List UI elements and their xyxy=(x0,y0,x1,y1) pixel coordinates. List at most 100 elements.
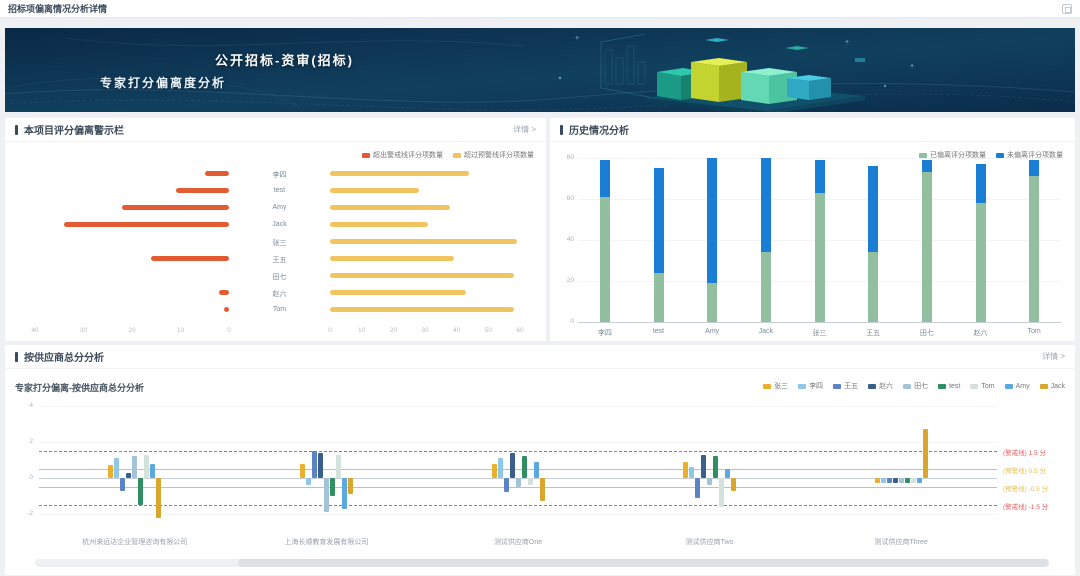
legend-item[interactable]: 超过预警线评分项数量 xyxy=(453,150,534,160)
x-axis-label: 李四 xyxy=(597,330,612,337)
grid-line xyxy=(578,322,1061,323)
row-label: Jack xyxy=(272,221,287,228)
legend-item[interactable]: 已偏离评分项数量 xyxy=(919,150,986,160)
row-label: test xyxy=(273,187,286,194)
warning-detail-link[interactable]: 详情 > xyxy=(513,125,536,134)
svg-text:+: + xyxy=(575,35,579,42)
grouped-bar xyxy=(108,465,114,478)
grid-line xyxy=(39,514,997,515)
x-axis-tick: 10 xyxy=(358,327,366,334)
threshold-label: (预警线) 0.5 分 xyxy=(1003,468,1046,475)
right-bar xyxy=(330,205,451,210)
datazoom-track[interactable] xyxy=(35,559,1049,567)
grouped-bar xyxy=(695,478,701,498)
legend-label: 赵六 xyxy=(879,383,894,390)
legend-item[interactable]: Amy xyxy=(1004,383,1030,390)
legend-item[interactable]: 李四 xyxy=(798,381,823,391)
threshold-label: (警戒线) 1.5 分 xyxy=(1003,450,1046,457)
legend-item[interactable]: 田七 xyxy=(903,381,928,391)
legend-swatch xyxy=(1039,383,1048,389)
stacked-bar-segment xyxy=(975,203,986,322)
grouped-bar xyxy=(916,478,922,484)
right-bar xyxy=(330,239,517,244)
row-label: 王五 xyxy=(272,257,287,264)
legend-swatch xyxy=(938,383,947,389)
legend-label: Tom xyxy=(981,382,995,390)
stacked-bar-segment xyxy=(653,168,664,273)
right-bar xyxy=(330,290,467,295)
row-label: 张三 xyxy=(272,240,287,247)
grid-line xyxy=(39,442,997,443)
legend-item[interactable]: 张三 xyxy=(763,381,788,391)
legend-item[interactable]: 王五 xyxy=(833,381,858,391)
stacked-bar-segment xyxy=(921,172,932,322)
threshold-line xyxy=(39,451,997,452)
grouped-bar xyxy=(515,478,521,487)
x-axis-tick: 50 xyxy=(484,327,492,334)
threshold-line xyxy=(39,487,997,488)
legend-swatch xyxy=(763,383,772,389)
grouped-bar xyxy=(904,478,910,484)
y-axis-tick: 40 xyxy=(566,236,574,243)
legend-swatch xyxy=(453,152,461,158)
y-axis-tick: 4 xyxy=(29,402,33,409)
grouped-bar xyxy=(892,478,898,484)
legend-label: 田七 xyxy=(914,383,929,390)
datazoom-thumb[interactable] xyxy=(237,559,1049,567)
x-axis-label: 测试供应商One xyxy=(493,539,543,546)
x-axis-label: 杭州来远达企业管理咨询有限公司 xyxy=(82,539,188,546)
threshold-label: (警戒线) -1.5 分 xyxy=(1003,504,1049,511)
grouped-bar xyxy=(323,478,329,513)
legend-label: test xyxy=(949,382,961,390)
grouped-bar xyxy=(305,478,311,486)
x-axis-tick: 0 xyxy=(227,327,231,334)
panel-history: 历史情况分析 已偏离评分项数量 未偏离评分项数量 80 60 40 20 0 李四 test A… xyxy=(550,118,1075,341)
legend-item[interactable]: 未偏离评分项数量 xyxy=(996,150,1063,160)
supplier-detail-link[interactable]: 详情 > xyxy=(1042,352,1065,361)
legend-item[interactable]: Tom xyxy=(970,382,995,390)
banner: + + + 公开招标-资审(招标) 专家打分偏离度分析 xyxy=(5,28,1075,112)
left-bar xyxy=(219,290,229,295)
grouped-bar xyxy=(114,458,120,478)
legend-label: 未偏离评分项数量 xyxy=(1007,152,1063,159)
page-title: 招标项偏离情况分析详情 xyxy=(8,4,108,14)
legend-label: 李四 xyxy=(809,383,824,390)
grouped-bar xyxy=(335,454,341,478)
legend-item[interactable]: 赵六 xyxy=(868,381,893,391)
legend-item[interactable]: 超出警戒线评分项数量 xyxy=(362,150,443,160)
y-axis-tick: 60 xyxy=(566,195,574,202)
stacked-bar-segment xyxy=(653,272,664,322)
stacked-bar-segment xyxy=(868,166,879,253)
stacked-bar-segment xyxy=(707,158,718,284)
warning-chart-legend: 超出警戒线评分项数量 超过预警线评分项数量 xyxy=(362,150,534,160)
legend-label: 张三 xyxy=(774,383,789,390)
grouped-bar xyxy=(329,478,335,496)
y-axis-tick: 2 xyxy=(29,438,33,445)
legend-label: 已偏离评分项数量 xyxy=(930,152,986,159)
right-bar xyxy=(330,188,419,193)
left-bar xyxy=(204,171,229,176)
supplier-chart-legend: 张三 李四 王五 赵六 田七 test Tom Amy Jack xyxy=(763,381,1065,391)
page-header: 招标项偏离情况分析详情 xyxy=(0,0,1080,18)
warning-mirror-chart: 超出警戒线评分项数量 超过预警线评分项数量 李四 test Amy Jack 张三 王五 田七… xyxy=(5,142,546,341)
grouped-bar xyxy=(521,456,527,478)
warning-panel-title: 本项目评分偏离警示栏 xyxy=(24,126,124,137)
legend-item[interactable]: test xyxy=(938,383,960,390)
grouped-bar xyxy=(539,478,545,502)
legend-label: Jack xyxy=(1050,382,1065,390)
x-axis-label: 张三 xyxy=(812,330,827,337)
grouped-bar xyxy=(725,469,731,478)
stacked-bar-segment xyxy=(814,160,825,193)
stacked-bar-segment xyxy=(975,164,986,204)
panel-supplier-total: 按供应商总分分析 详情 > 专家打分偏离-按供应商总分分析 张三 李四 王五 赵六 田七… xyxy=(5,345,1075,575)
row-label: 赵六 xyxy=(272,291,287,298)
legend-swatch xyxy=(970,383,979,389)
legend-item[interactable]: Jack xyxy=(1039,382,1065,390)
grouped-bar xyxy=(731,478,737,491)
row-label: 李四 xyxy=(272,172,287,179)
legend-label: 超过预警线评分项数量 xyxy=(464,152,534,159)
y-axis-tick: 80 xyxy=(566,154,574,161)
title-accent-bar xyxy=(560,124,563,135)
expand-icon[interactable] xyxy=(1062,4,1072,14)
x-axis-tick: 40 xyxy=(31,327,39,334)
